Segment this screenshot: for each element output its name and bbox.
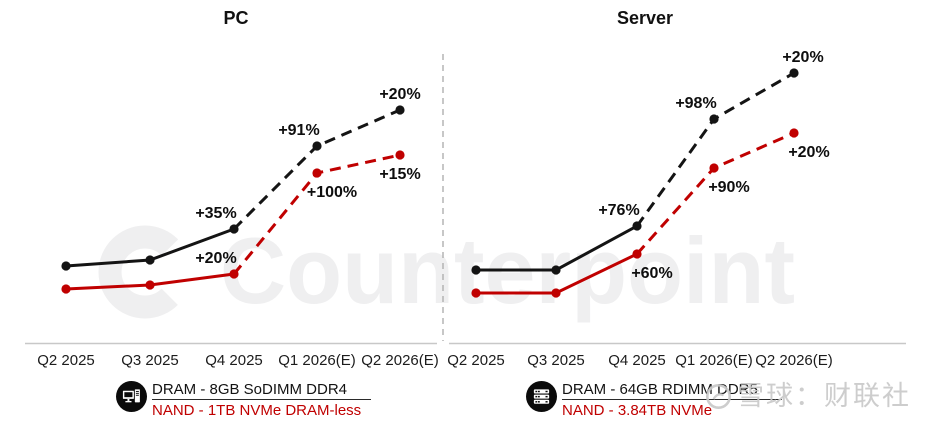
data-point (145, 280, 155, 290)
x-tick-label: Q4 2025 (608, 352, 666, 369)
qoq-change-label: +20% (782, 49, 823, 66)
x-tick-label: Q2 2026(E) (755, 352, 833, 369)
data-point (551, 288, 561, 298)
pc-panel: PC Q2 2025 Q3 2025 Q4 2025 Q1 2026(E) Q2 2026… (37, 8, 439, 369)
data-point (551, 265, 561, 275)
panel-title: PC (223, 8, 248, 28)
qoq-change-label: +20% (788, 144, 829, 161)
qoq-change-label: +91% (278, 122, 319, 139)
x-tick-label: Q2 2025 (37, 352, 95, 369)
server-rack-icon (533, 389, 550, 404)
qoq-change-label: +90% (708, 179, 749, 196)
data-point (229, 224, 239, 234)
counterpoint-logo-icon (98, 225, 192, 319)
qoq-change-label: +98% (675, 95, 716, 112)
x-tick-label: Q1 2026(E) (675, 352, 753, 369)
x-tick-label: Q3 2025 (121, 352, 179, 369)
pc-legend-labels: DRAM - 8GB SoDIMM DDR4 NAND - 1TB NVMe D… (152, 381, 372, 419)
data-point (61, 261, 71, 271)
pc-icon (116, 381, 147, 412)
data-point (632, 249, 642, 259)
data-point (471, 265, 481, 275)
x-tick-label: Q1 2026(E) (278, 352, 356, 369)
pc-nand-label: NAND - 1TB NVMe DRAM-less (152, 402, 362, 419)
x-tick-label: Q3 2025 (527, 352, 585, 369)
data-point (145, 255, 155, 265)
server-dram-label: DRAM - 64GB RDIMM DDR5 (562, 381, 782, 400)
data-point (229, 269, 239, 279)
qoq-change-label: +15% (379, 166, 420, 183)
qoq-change-label: +60% (631, 265, 672, 282)
qoq-change-label: +35% (195, 205, 236, 222)
x-tick-label: Q4 2025 (205, 352, 263, 369)
pc-dram-label: DRAM - 8GB SoDIMM DDR4 (152, 381, 372, 400)
qoq-change-label: +100% (307, 184, 357, 201)
server-legend: DRAM - 64GB RDIMM DDR5 NAND - 3.84TB NVM… (526, 381, 782, 419)
server-legend-labels: DRAM - 64GB RDIMM DDR5 NAND - 3.84TB NVM… (562, 381, 782, 419)
counterpoint-watermark: Counterpoint (98, 218, 795, 323)
data-point (395, 150, 405, 160)
x-tick-label: Q2 2026(E) (361, 352, 439, 369)
data-point (789, 68, 799, 78)
pc-legend: DRAM - 8GB SoDIMM DDR4 NAND - 1TB NVMe D… (116, 381, 372, 419)
server-panel: Server Q2 2025 Q3 2025 Q4 2025 Q1 2026(E) Q2 … (447, 8, 833, 369)
data-point (312, 168, 322, 178)
data-point (61, 284, 71, 294)
data-point (789, 128, 799, 138)
data-point (395, 105, 405, 115)
server-icon (526, 381, 557, 412)
data-point (632, 221, 642, 231)
qoq-change-label: +20% (195, 250, 236, 267)
data-point (312, 141, 322, 151)
data-point (709, 114, 719, 124)
panel-title: Server (617, 8, 673, 28)
qoq-change-label: +20% (379, 86, 420, 103)
data-point (709, 163, 719, 173)
data-point (471, 288, 481, 298)
server-nand-label: NAND - 3.84TB NVMe (562, 402, 713, 419)
x-tick-label: Q2 2025 (447, 352, 505, 369)
qoq-change-label: +76% (598, 202, 639, 219)
desktop-computer-icon (122, 389, 140, 403)
